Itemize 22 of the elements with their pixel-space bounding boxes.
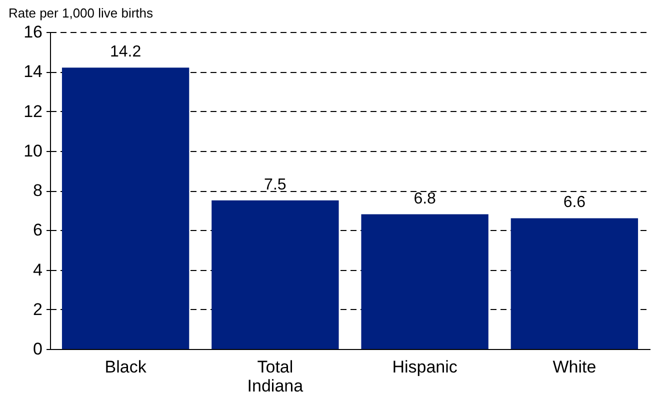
bar bbox=[510, 218, 638, 349]
y-tick-label: 14 bbox=[24, 62, 42, 82]
y-tick-label: 4 bbox=[33, 260, 42, 280]
data-label: 14.2 bbox=[110, 44, 142, 61]
y-tick-label: 10 bbox=[24, 141, 42, 160]
x-tick-label: Black bbox=[104, 358, 147, 376]
y-tick-label: 0 bbox=[33, 340, 42, 358]
y-tick-label: 8 bbox=[33, 181, 42, 200]
x-tick-label: White bbox=[552, 358, 596, 376]
data-label: 6.8 bbox=[414, 190, 436, 208]
bar bbox=[62, 68, 190, 349]
bar bbox=[361, 214, 488, 349]
x-tick-label: Hispanic bbox=[392, 358, 458, 376]
data-label: 7.5 bbox=[264, 176, 286, 194]
x-tick-label: Total Indiana bbox=[247, 358, 304, 396]
y-tick-label: 12 bbox=[24, 102, 42, 121]
bar bbox=[212, 200, 339, 349]
y-tick-label: 6 bbox=[33, 220, 42, 240]
data-label: 6.6 bbox=[563, 194, 586, 212]
y-axis-title: Rate per 1,000 live births bbox=[8, 6, 154, 20]
y-tick-label: 16 bbox=[24, 22, 42, 42]
y-tick-label: 2 bbox=[33, 300, 42, 319]
